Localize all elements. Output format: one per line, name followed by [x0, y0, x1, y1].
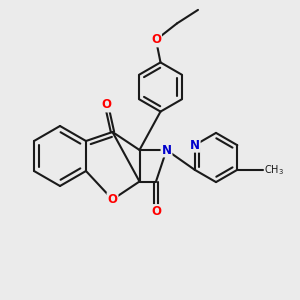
Text: N: N	[190, 139, 200, 152]
Text: O: O	[101, 98, 112, 112]
Text: O: O	[107, 193, 118, 206]
Text: CH$_3$: CH$_3$	[264, 163, 284, 177]
Text: N: N	[161, 143, 172, 157]
Text: O: O	[151, 205, 161, 218]
Text: O: O	[151, 33, 161, 46]
